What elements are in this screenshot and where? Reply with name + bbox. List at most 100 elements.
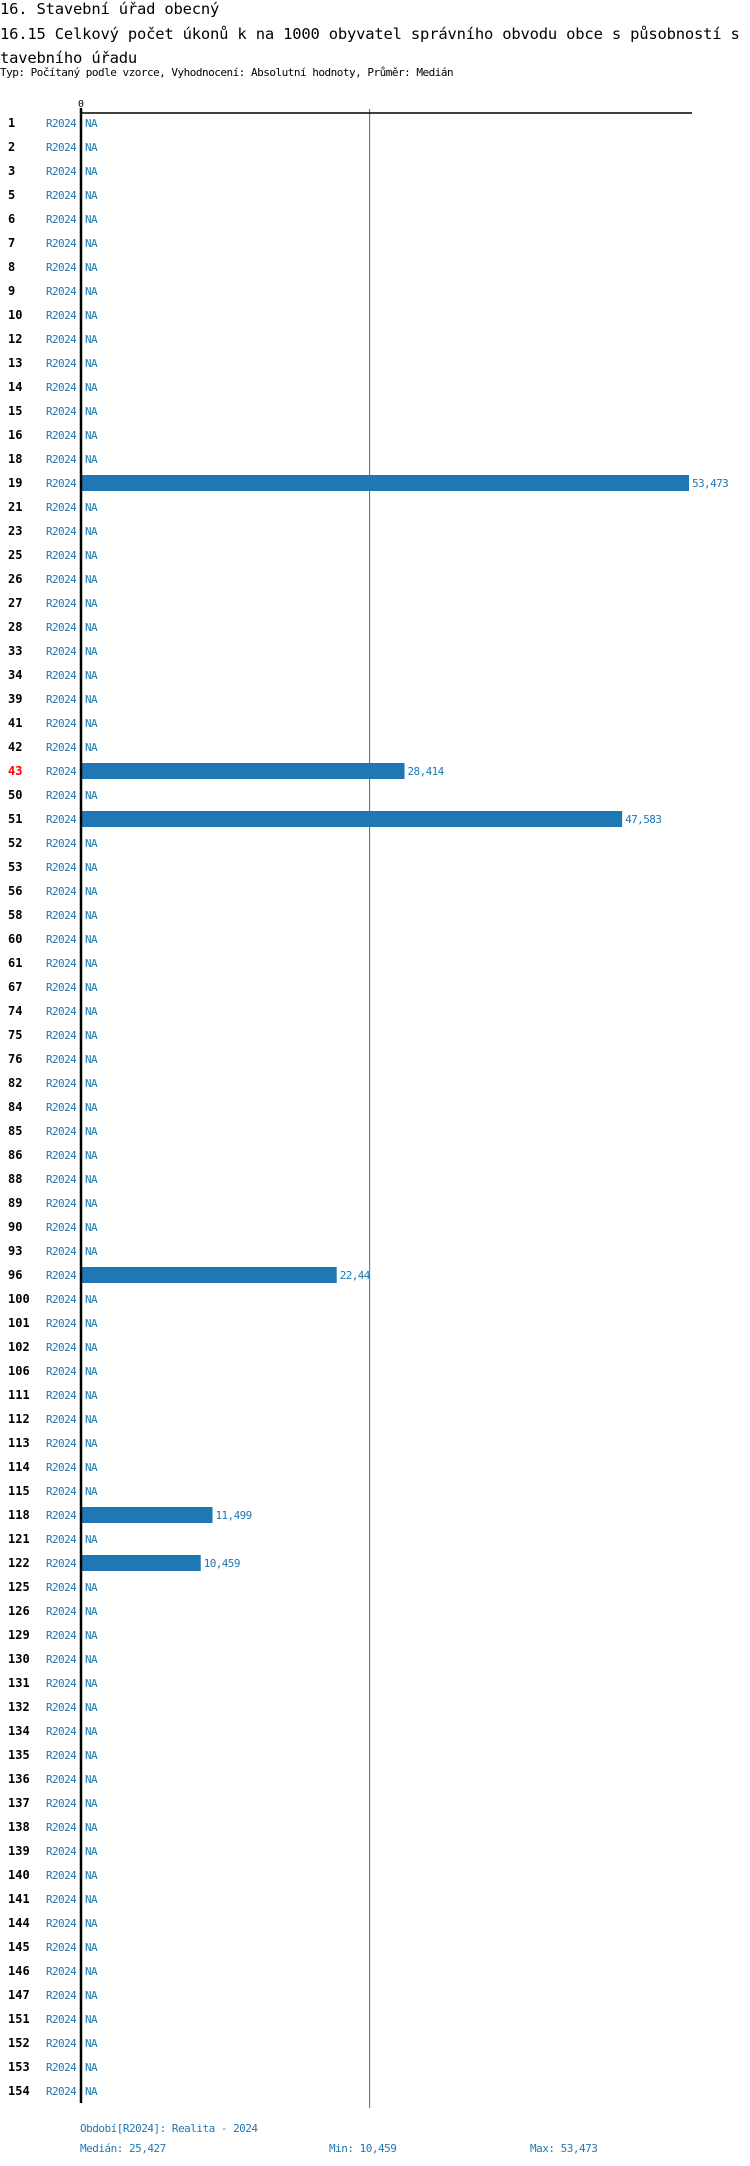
period-label: R2024 bbox=[46, 2013, 77, 2026]
period-label: R2024 bbox=[46, 1845, 77, 1858]
bar bbox=[82, 811, 623, 827]
row-label: 140 bbox=[8, 1868, 30, 1882]
na-label: NA bbox=[85, 1605, 98, 1618]
na-label: NA bbox=[85, 1821, 98, 1834]
na-label: NA bbox=[85, 2013, 98, 2026]
period-label: R2024 bbox=[46, 357, 77, 370]
na-label: NA bbox=[85, 1053, 98, 1066]
row-label: 5 bbox=[8, 188, 15, 202]
na-label: NA bbox=[85, 1101, 98, 1114]
row-label: 41 bbox=[8, 716, 22, 730]
row-label: 15 bbox=[8, 404, 22, 418]
na-label: NA bbox=[85, 189, 98, 202]
na-label: NA bbox=[85, 1773, 98, 1786]
row-label: 136 bbox=[8, 1772, 30, 1786]
na-label: NA bbox=[85, 1077, 98, 1090]
row-label: 58 bbox=[8, 908, 22, 922]
period-label: R2024 bbox=[46, 309, 77, 322]
period-label: R2024 bbox=[46, 1893, 77, 1906]
na-label: NA bbox=[85, 237, 98, 250]
period-label: R2024 bbox=[46, 1149, 77, 1162]
bar bbox=[82, 1555, 201, 1571]
indicator-title: 16.15 Celkový počet úkonů k na 1000 obyv… bbox=[0, 25, 740, 67]
row-label: 113 bbox=[8, 1436, 30, 1450]
na-label: NA bbox=[85, 117, 98, 130]
na-label: NA bbox=[85, 1389, 98, 1402]
row-label: 61 bbox=[8, 956, 22, 970]
row-label: 122 bbox=[8, 1556, 30, 1570]
row-label: 152 bbox=[8, 2036, 30, 2050]
na-label: NA bbox=[85, 333, 98, 346]
na-label: NA bbox=[85, 1341, 98, 1354]
period-label: R2024 bbox=[46, 597, 77, 610]
period-label: R2024 bbox=[46, 813, 77, 826]
period-label: R2024 bbox=[46, 1653, 77, 1666]
period-label: R2024 bbox=[46, 1341, 77, 1354]
na-label: NA bbox=[85, 1293, 98, 1306]
row-label: 76 bbox=[8, 1052, 22, 1066]
period-label: R2024 bbox=[46, 1677, 77, 1690]
row-label: 125 bbox=[8, 1580, 30, 1594]
na-label: NA bbox=[85, 1725, 98, 1738]
x-tick-label: 0 bbox=[78, 99, 84, 110]
row-label: 153 bbox=[8, 2060, 30, 2074]
period-label: R2024 bbox=[46, 909, 77, 922]
row-label: 84 bbox=[8, 1100, 22, 1114]
na-label: NA bbox=[85, 213, 98, 226]
period-label: R2024 bbox=[46, 645, 77, 658]
na-label: NA bbox=[85, 573, 98, 586]
row-label: 3 bbox=[8, 164, 15, 178]
na-label: NA bbox=[85, 357, 98, 370]
bar bbox=[82, 1507, 213, 1523]
na-label: NA bbox=[85, 501, 98, 514]
na-label: NA bbox=[85, 1413, 98, 1426]
period-label: R2024 bbox=[46, 1461, 77, 1474]
na-label: NA bbox=[85, 261, 98, 274]
period-label: R2024 bbox=[46, 453, 77, 466]
na-label: NA bbox=[85, 1365, 98, 1378]
period-label: R2024 bbox=[46, 1749, 77, 1762]
row-label: 34 bbox=[8, 668, 22, 682]
row-label: 147 bbox=[8, 1988, 30, 2002]
period-label: R2024 bbox=[46, 429, 77, 442]
na-label: NA bbox=[85, 1965, 98, 1978]
row-label: 39 bbox=[8, 692, 22, 706]
period-label: R2024 bbox=[46, 981, 77, 994]
period-label: R2024 bbox=[46, 1365, 77, 1378]
period-label: R2024 bbox=[46, 477, 77, 490]
row-label: 100 bbox=[8, 1292, 30, 1306]
period-label: R2024 bbox=[46, 621, 77, 634]
row-label: 96 bbox=[8, 1268, 22, 1282]
period-label: R2024 bbox=[46, 261, 77, 274]
row-label: 115 bbox=[8, 1484, 30, 1498]
period-label: R2024 bbox=[46, 285, 77, 298]
period-label: R2024 bbox=[46, 837, 77, 850]
period-label: R2024 bbox=[46, 1509, 77, 1522]
row-label: 42 bbox=[8, 740, 22, 754]
row-label: 144 bbox=[8, 1916, 30, 1930]
row-label: 154 bbox=[8, 2084, 30, 2098]
period-label: R2024 bbox=[46, 237, 77, 250]
min-stat: Min: 10,459 bbox=[329, 2142, 397, 2155]
na-label: NA bbox=[85, 909, 98, 922]
period-label: R2024 bbox=[46, 1917, 77, 1930]
period-label: R2024 bbox=[46, 861, 77, 874]
na-label: NA bbox=[85, 2085, 98, 2098]
row-label: 19 bbox=[8, 476, 22, 490]
row-label: 118 bbox=[8, 1508, 30, 1522]
na-label: NA bbox=[85, 1653, 98, 1666]
na-label: NA bbox=[85, 1485, 98, 1498]
value-label: 28,414 bbox=[408, 765, 445, 778]
na-label: NA bbox=[85, 981, 98, 994]
chart-subtitle: Typ: Počítaný podle vzorce, Vyhodnocení:… bbox=[0, 66, 454, 79]
na-label: NA bbox=[85, 549, 98, 562]
na-label: NA bbox=[85, 861, 98, 874]
row-label: 146 bbox=[8, 1964, 30, 1978]
bar bbox=[82, 763, 405, 779]
value-label: 10,459 bbox=[204, 1557, 240, 1570]
na-label: NA bbox=[85, 453, 98, 466]
na-label: NA bbox=[85, 1533, 98, 1546]
value-label: 53,473 bbox=[692, 477, 728, 490]
row-label: 50 bbox=[8, 788, 22, 802]
row-label: 90 bbox=[8, 1220, 22, 1234]
